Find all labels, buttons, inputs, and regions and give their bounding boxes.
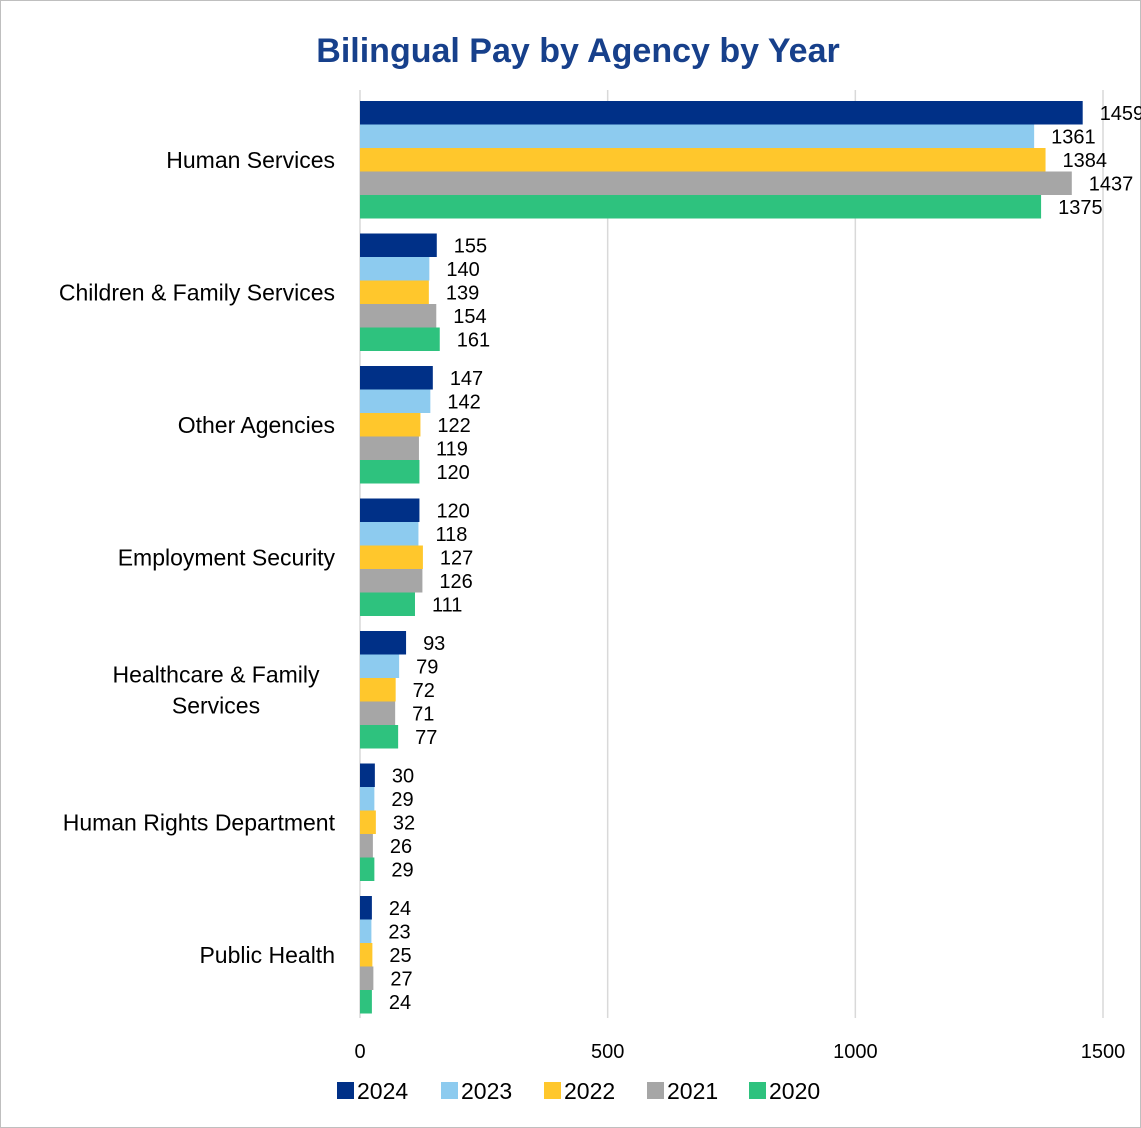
bar-2021-2 [360, 436, 419, 460]
category-label: Healthcare & Family [112, 661, 320, 687]
category-label: Employment Security [118, 544, 336, 570]
bar-2024-0 [360, 101, 1083, 125]
legend-swatch-2023 [441, 1082, 458, 1099]
data-label: 147 [450, 368, 483, 390]
bar-2024-2 [360, 366, 433, 390]
x-tick-label: 0 [354, 1041, 365, 1063]
category-label: Children & Family Services [59, 279, 335, 305]
data-label: 139 [446, 282, 479, 304]
data-label: 142 [447, 391, 480, 413]
bar-2023-1 [360, 257, 430, 281]
data-label: 119 [436, 438, 468, 460]
bar-2023-2 [360, 389, 431, 413]
legend-swatch-2021 [647, 1082, 664, 1099]
bar-2023-3 [360, 522, 419, 546]
category-label: Other Agencies [178, 412, 335, 438]
data-label: 1384 [1063, 150, 1108, 172]
legend-label-2021: 2021 [667, 1078, 718, 1104]
legend-label-2023: 2023 [461, 1078, 512, 1104]
bar-2022-0 [360, 148, 1046, 172]
bar-2020-5 [360, 857, 375, 881]
bars [360, 101, 1083, 1014]
legend-label-2024: 2024 [357, 1078, 408, 1104]
bar-2023-0 [360, 124, 1035, 148]
bar-2022-3 [360, 545, 423, 569]
bar-2023-5 [360, 787, 375, 811]
legend-swatch-2024 [337, 1082, 354, 1099]
data-label: 155 [454, 235, 487, 257]
data-label: 1361 [1051, 126, 1096, 148]
data-label: 126 [439, 571, 472, 593]
bar-2023-6 [360, 919, 372, 943]
bar-2022-6 [360, 943, 373, 967]
data-label: 120 [436, 462, 469, 484]
bar-2022-4 [360, 678, 396, 702]
bar-2020-0 [360, 195, 1042, 219]
bar-2021-1 [360, 304, 437, 328]
legend-label-2022: 2022 [564, 1078, 615, 1104]
data-label: 24 [389, 898, 411, 920]
x-tick-label: 1500 [1081, 1041, 1126, 1063]
category-label: Human Services [166, 147, 335, 173]
bar-2021-5 [360, 834, 373, 858]
bar-2024-6 [360, 896, 372, 920]
data-label: 161 [457, 329, 490, 351]
x-tick-label: 1000 [833, 1041, 878, 1063]
data-label: 1375 [1058, 197, 1103, 219]
bar-2022-5 [360, 810, 376, 834]
bar-2024-1 [360, 233, 437, 257]
data-label: 72 [413, 680, 435, 702]
bar-2021-6 [360, 966, 374, 990]
data-label: 93 [423, 633, 445, 655]
data-label: 79 [416, 656, 438, 678]
bar-2020-6 [360, 990, 372, 1014]
bar-2024-4 [360, 631, 407, 655]
legend-swatch-2022 [544, 1082, 561, 1099]
data-label: 29 [391, 789, 413, 811]
bar-2020-4 [360, 725, 399, 749]
category-label: Services [172, 692, 260, 718]
data-label: 122 [437, 415, 470, 437]
category-label: Human Rights Department [63, 809, 336, 835]
data-label: 27 [390, 968, 412, 990]
category-labels: Human Services Children & Family Services… [59, 147, 336, 968]
data-label: 111 [432, 594, 462, 616]
x-axis-ticks: 0 500 1000 1500 [354, 1041, 1125, 1063]
data-label: 127 [440, 547, 473, 569]
data-label: 26 [390, 836, 412, 858]
data-label: 30 [392, 765, 414, 787]
bar-2021-0 [360, 171, 1072, 195]
data-label: 71 [412, 703, 434, 725]
data-label: 1437 [1089, 173, 1134, 195]
data-label: 140 [446, 259, 479, 281]
bar-2020-2 [360, 460, 420, 484]
bar-2020-1 [360, 327, 440, 351]
bar-2021-3 [360, 569, 423, 593]
legend-label-2020: 2020 [769, 1078, 820, 1104]
data-label: 1459 [1100, 103, 1141, 125]
data-label: 32 [393, 812, 415, 834]
data-label: 25 [389, 945, 411, 967]
data-label: 154 [453, 306, 486, 328]
data-label: 24 [389, 992, 411, 1014]
data-label: 77 [415, 727, 437, 749]
bar-2021-4 [360, 701, 396, 725]
bar-2022-1 [360, 280, 429, 304]
category-label: Public Health [199, 942, 335, 968]
bar-2022-2 [360, 413, 421, 437]
chart-title: Bilingual Pay by Agency by Year [316, 32, 839, 70]
legend: 2024 2023 2022 2021 2020 [337, 1078, 820, 1104]
data-label: 29 [391, 859, 413, 881]
bar-2023-4 [360, 654, 400, 678]
bar-2024-5 [360, 763, 375, 787]
bar-2024-3 [360, 498, 420, 522]
data-label: 120 [436, 500, 469, 522]
data-label: 23 [388, 921, 410, 943]
bar-2020-3 [360, 592, 415, 616]
legend-swatch-2020 [749, 1082, 766, 1099]
data-label: 118 [435, 524, 467, 546]
x-tick-label: 500 [591, 1041, 624, 1063]
